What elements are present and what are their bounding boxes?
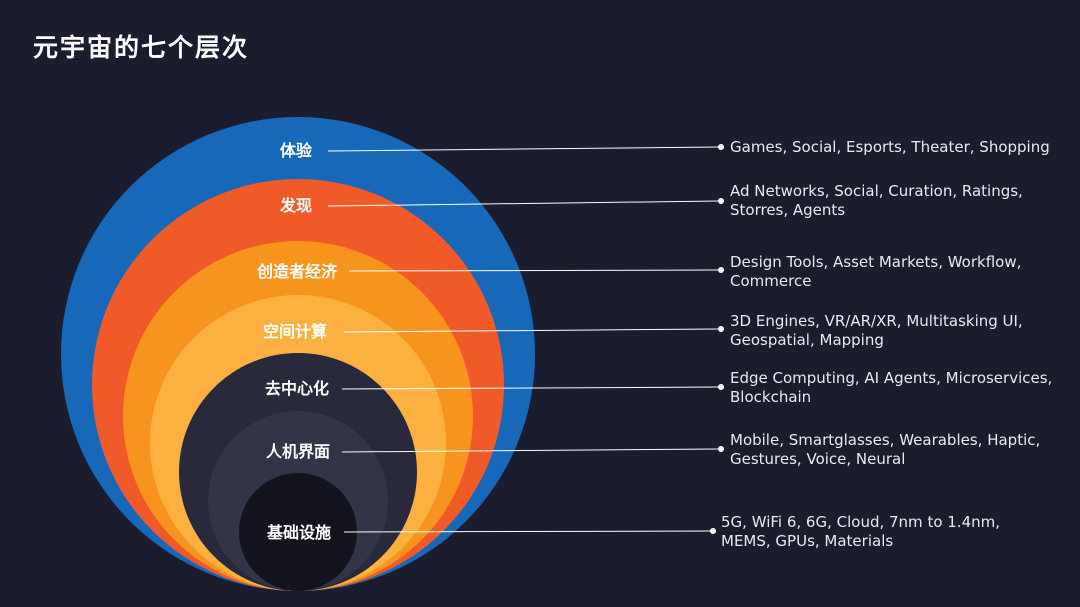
leader-line-7	[343, 530, 712, 533]
layer-description-7-line-2: MEMS, GPUs, Materials	[721, 532, 893, 550]
leader-dot-7	[710, 528, 716, 534]
layer-description-3-line-1: Design Tools, Asset Markets, Workflow,	[730, 253, 1021, 271]
leader-dot-5	[718, 384, 724, 390]
layer-label-5: 去中心化	[265, 379, 329, 398]
layer-label-7: 基础设施	[266, 523, 331, 542]
leader-line-5	[341, 386, 720, 390]
leader-line-2	[327, 200, 720, 207]
layer-description-4-line-1: 3D Engines, VR/AR/XR, Multitasking UI,	[730, 312, 1023, 330]
layer-description-7-line-1: 5G, WiFi 6, 6G, Cloud, 7nm to 1.4nm,	[721, 513, 1000, 531]
leader-lines	[327, 144, 724, 534]
leader-dot-2	[718, 198, 724, 204]
layer-description-1-line-1: Games, Social, Esports, Theater, Shoppin…	[730, 138, 1050, 156]
leader-dot-4	[718, 326, 724, 332]
leader-dot-3	[718, 267, 724, 273]
leader-line-1	[327, 146, 720, 152]
layer-description-6-line-2: Gestures, Voice, Neural	[730, 450, 905, 468]
layer-description-6-line-1: Mobile, Smartglasses, Wearables, Haptic,	[730, 431, 1040, 449]
layer-label-4: 空间计算	[263, 322, 327, 341]
layer-description-2-line-1: Ad Networks, Social, Curation, Ratings,	[730, 182, 1023, 200]
leader-line-4	[343, 328, 720, 333]
layer-label-6: 人机界面	[266, 442, 330, 461]
layer-description-3-line-2: Commerce	[730, 272, 811, 290]
layer-description-5-line-1: Edge Computing, AI Agents, Microservices…	[730, 369, 1052, 387]
layer-label-3: 创造者经济	[256, 262, 338, 281]
layer-description-4-line-2: Geospatial, Mapping	[730, 331, 884, 349]
page-title: 元宇宙的七个层次	[33, 33, 250, 62]
layer-description-2-line-2: Storres, Agents	[730, 201, 845, 219]
layer-description-5-line-2: Blockchain	[730, 388, 811, 406]
layer-label-1: 体验	[280, 141, 313, 160]
layer-circle-7	[239, 473, 357, 591]
layer-label-2: 发现	[279, 196, 312, 215]
leader-line-6	[341, 448, 720, 453]
leader-line-3	[348, 269, 720, 272]
leader-dot-1	[718, 144, 724, 150]
leader-dot-6	[718, 446, 724, 452]
